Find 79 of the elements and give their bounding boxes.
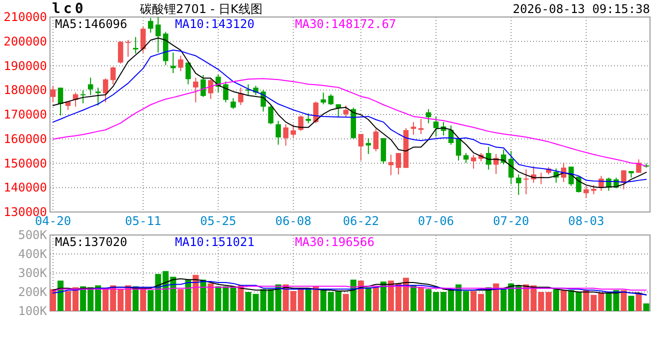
- candlestick: [470, 154, 476, 170]
- candlestick: [313, 101, 318, 124]
- candlestick: [200, 74, 206, 98]
- candlestick: [186, 62, 191, 85]
- candlestick: [568, 166, 574, 186]
- y-tick-label: 170000: [4, 108, 47, 122]
- candlestick: [238, 87, 244, 106]
- candlestick: [193, 77, 198, 103]
- y-tick-label: 150000: [4, 156, 47, 170]
- candlestick: [373, 128, 379, 152]
- candlestick: [621, 170, 626, 190]
- y-tick-label: 100K: [18, 304, 48, 318]
- candlestick: [636, 158, 642, 174]
- y-tick-label: 160000: [4, 132, 47, 146]
- candlestick: [125, 39, 131, 58]
- candlestick: [268, 104, 274, 125]
- candlestick: [584, 185, 589, 199]
- candlestick: [102, 78, 108, 103]
- y-tick-label: 180000: [4, 83, 47, 98]
- text: 2026-08-13 09:15:38: [512, 2, 650, 16]
- candlestick: [223, 81, 228, 103]
- candlestick: [95, 87, 101, 106]
- candlestick: [50, 85, 56, 103]
- candlestick: [463, 152, 469, 164]
- candlestick: [88, 77, 94, 96]
- y-tick-label: 200000: [4, 34, 47, 48]
- candlestick: [358, 134, 364, 162]
- candlestick: [230, 98, 236, 110]
- candlestick: [388, 154, 394, 176]
- candlestick: [208, 78, 214, 100]
- candlestick: [118, 40, 124, 64]
- candlestick: [306, 112, 311, 124]
- y-tick-label: 400K: [18, 247, 48, 261]
- candlestick: [410, 122, 416, 136]
- candlestick: [298, 114, 304, 132]
- candlestick: [343, 104, 348, 118]
- y-tick-label: 200K: [18, 285, 48, 299]
- x-tick-label: 05-25: [200, 214, 236, 228]
- candlestick: [591, 184, 596, 195]
- x-tick-label: 07-20: [493, 214, 530, 228]
- candlestick: [290, 124, 296, 138]
- candlestick: [418, 118, 424, 134]
- text: MA5:137020: [55, 235, 128, 249]
- candlestick: [283, 124, 288, 146]
- x-tick-label: 06-22: [342, 214, 379, 228]
- candlestick: [328, 94, 334, 106]
- x-tick-label: 07-06: [418, 214, 454, 228]
- candlestick: [58, 87, 64, 116]
- x-tick-label: 05-11: [125, 214, 162, 228]
- y-tick-label: 210000: [4, 10, 47, 24]
- text: MA30:196566: [295, 235, 374, 249]
- series-label: MA5:146096: [55, 17, 128, 31]
- candlestick: [380, 138, 386, 164]
- y-tick-label: 300K: [18, 266, 48, 280]
- text: MA10:151021: [175, 235, 254, 249]
- candlestick: [523, 168, 529, 195]
- x-tick-label: 06-08: [275, 214, 312, 228]
- series-label: MA10:143120: [175, 17, 254, 31]
- candlestick: [80, 90, 86, 104]
- candlestick: [433, 116, 439, 137]
- candlestick: [178, 55, 184, 72]
- y-tick-label: 500K: [18, 228, 48, 242]
- candlestick: [148, 17, 154, 34]
- candlestick: [132, 36, 138, 54]
- candlestick: [516, 174, 522, 196]
- candlestick: [110, 66, 116, 85]
- candlestick: [320, 92, 326, 105]
- candlestick: [396, 152, 402, 175]
- candlestick: [276, 120, 281, 146]
- x-tick-label: 08-03: [568, 214, 604, 228]
- candlestick: [366, 138, 372, 154]
- candlestick: [156, 16, 161, 54]
- candlestick: [140, 26, 146, 54]
- chart-title: 碳酸锂2701 - 日K线图: [139, 2, 262, 16]
- y-tick-label: 190000: [4, 58, 47, 73]
- y-tick-label: 140000: [4, 180, 47, 195]
- text: MA30:148172.67: [295, 17, 396, 31]
- chart-subtitle: lc0: [52, 1, 86, 17]
- candlestick: [576, 176, 582, 193]
